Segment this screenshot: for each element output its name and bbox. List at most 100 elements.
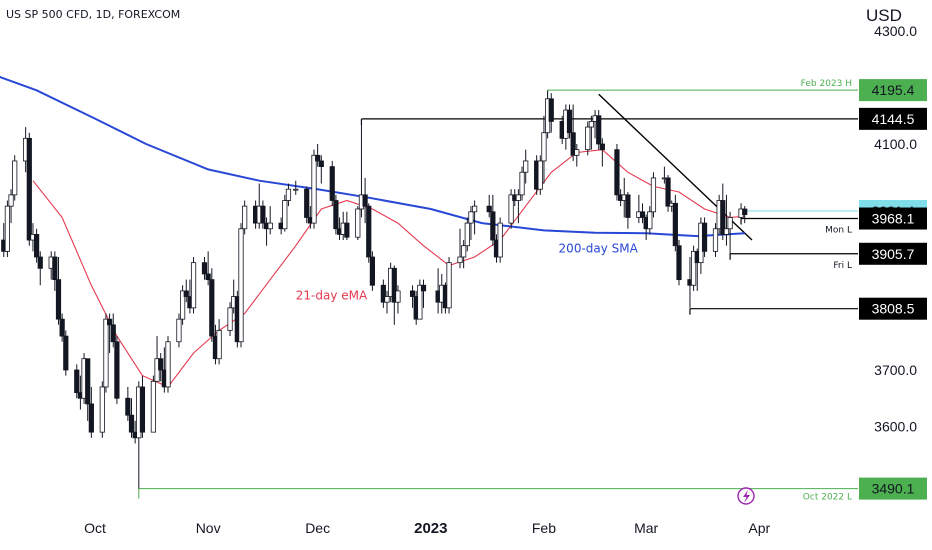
candle-body [515,194,522,201]
candle-body [176,318,182,343]
x-tick-label: 2023 [414,520,447,537]
candle-body [34,233,40,258]
candle-body [585,126,591,151]
candle-body [209,279,215,337]
candle-body [380,284,386,303]
candle-body [647,211,653,230]
candle-body [362,194,368,207]
candle-body [486,205,492,213]
x-tick-label: Apr [748,520,770,536]
level-price-box [859,79,927,102]
candle-body [588,121,595,128]
candle-body [574,149,580,156]
candle-body [570,132,576,156]
sma-200-line [0,76,745,238]
time-axis[interactable]: Oct Nov Dec 2023 Feb Mar Apr [84,520,770,537]
candle-body [676,245,682,280]
candle-body [468,211,474,224]
candle-body [329,166,335,201]
candle-body [665,177,671,207]
y-tick-label: 3600.0 [874,419,917,435]
candle-body [490,211,496,241]
level-price-label: 3808.5 [872,301,915,317]
candle-body [625,194,631,218]
candle-body [26,137,32,241]
candle-body [216,330,222,360]
plot-overlays [0,76,858,499]
candle-body [201,262,208,275]
y-tick-label: 3700.0 [874,362,917,378]
price-axis[interactable]: 4300.0 4100.0 3700.0 3600.0 [874,23,917,435]
candle-body [355,208,361,238]
candle-body [315,154,321,162]
candle-body [720,200,726,235]
candle-body [366,205,372,258]
candle-body [59,318,65,337]
candle-body [165,341,171,388]
candle-body [318,160,324,167]
candle-body [238,228,244,343]
level-note: Fri L [833,261,852,271]
candle-body [596,115,602,145]
candle-body [537,160,543,190]
candle-body [4,205,10,252]
x-tick-label: Dec [305,520,330,536]
candle-body [158,358,164,371]
candle-body [566,109,573,134]
level-note: Mon L [825,226,852,236]
level-note: Feb 2023 H [801,79,852,89]
candle-body [461,245,467,258]
candle-body [464,222,470,247]
candle-body [701,222,708,252]
candle-body [114,341,120,399]
candle-body [285,188,292,201]
candle-body [293,188,299,191]
candle-body [723,228,730,235]
candle-body [150,380,156,433]
candle-body [344,222,350,238]
y-tick-label: 4300.0 [874,23,917,39]
candle-body [139,386,146,433]
candle-body [52,256,58,281]
candle-body [650,177,657,213]
level-price-box [859,207,927,230]
candle-body [395,290,401,303]
chart-title: US SP 500 CFD, 1D, FOREXCOM [6,8,181,21]
level-price-box [859,242,927,265]
candle-body [672,202,678,247]
candle-body [519,171,525,196]
candle-body [541,132,547,162]
candle-body [110,324,116,343]
candle-body [8,194,14,207]
candle-body [457,256,463,264]
candle-body [63,335,69,371]
level-price-box [859,477,927,500]
candlesticks [1,90,748,489]
currency-label: USD [866,6,902,25]
level-price-label: 3490.1 [872,481,915,497]
candle-body [508,194,514,224]
candle-body [125,397,131,416]
candle-body [639,211,646,218]
candle-body [391,267,397,303]
candle-body [282,200,288,230]
candle-body [417,284,423,320]
candle-body [409,290,416,297]
candle-body [742,208,748,216]
candle-body [128,414,135,433]
candle-body [55,279,62,320]
candle-body [471,205,478,213]
candle-body [99,386,105,433]
ema-21-line [32,149,745,388]
candle-body [85,358,91,405]
candle-body [183,290,189,297]
x-tick-label: Mar [634,520,658,536]
level-price-label: 4195.4 [872,82,915,98]
candle-body [260,205,266,224]
candle-body [614,149,620,196]
candle-body [311,154,317,224]
lightning-icon[interactable] [737,487,755,505]
series-annotation: 200-day SMA [559,241,639,255]
